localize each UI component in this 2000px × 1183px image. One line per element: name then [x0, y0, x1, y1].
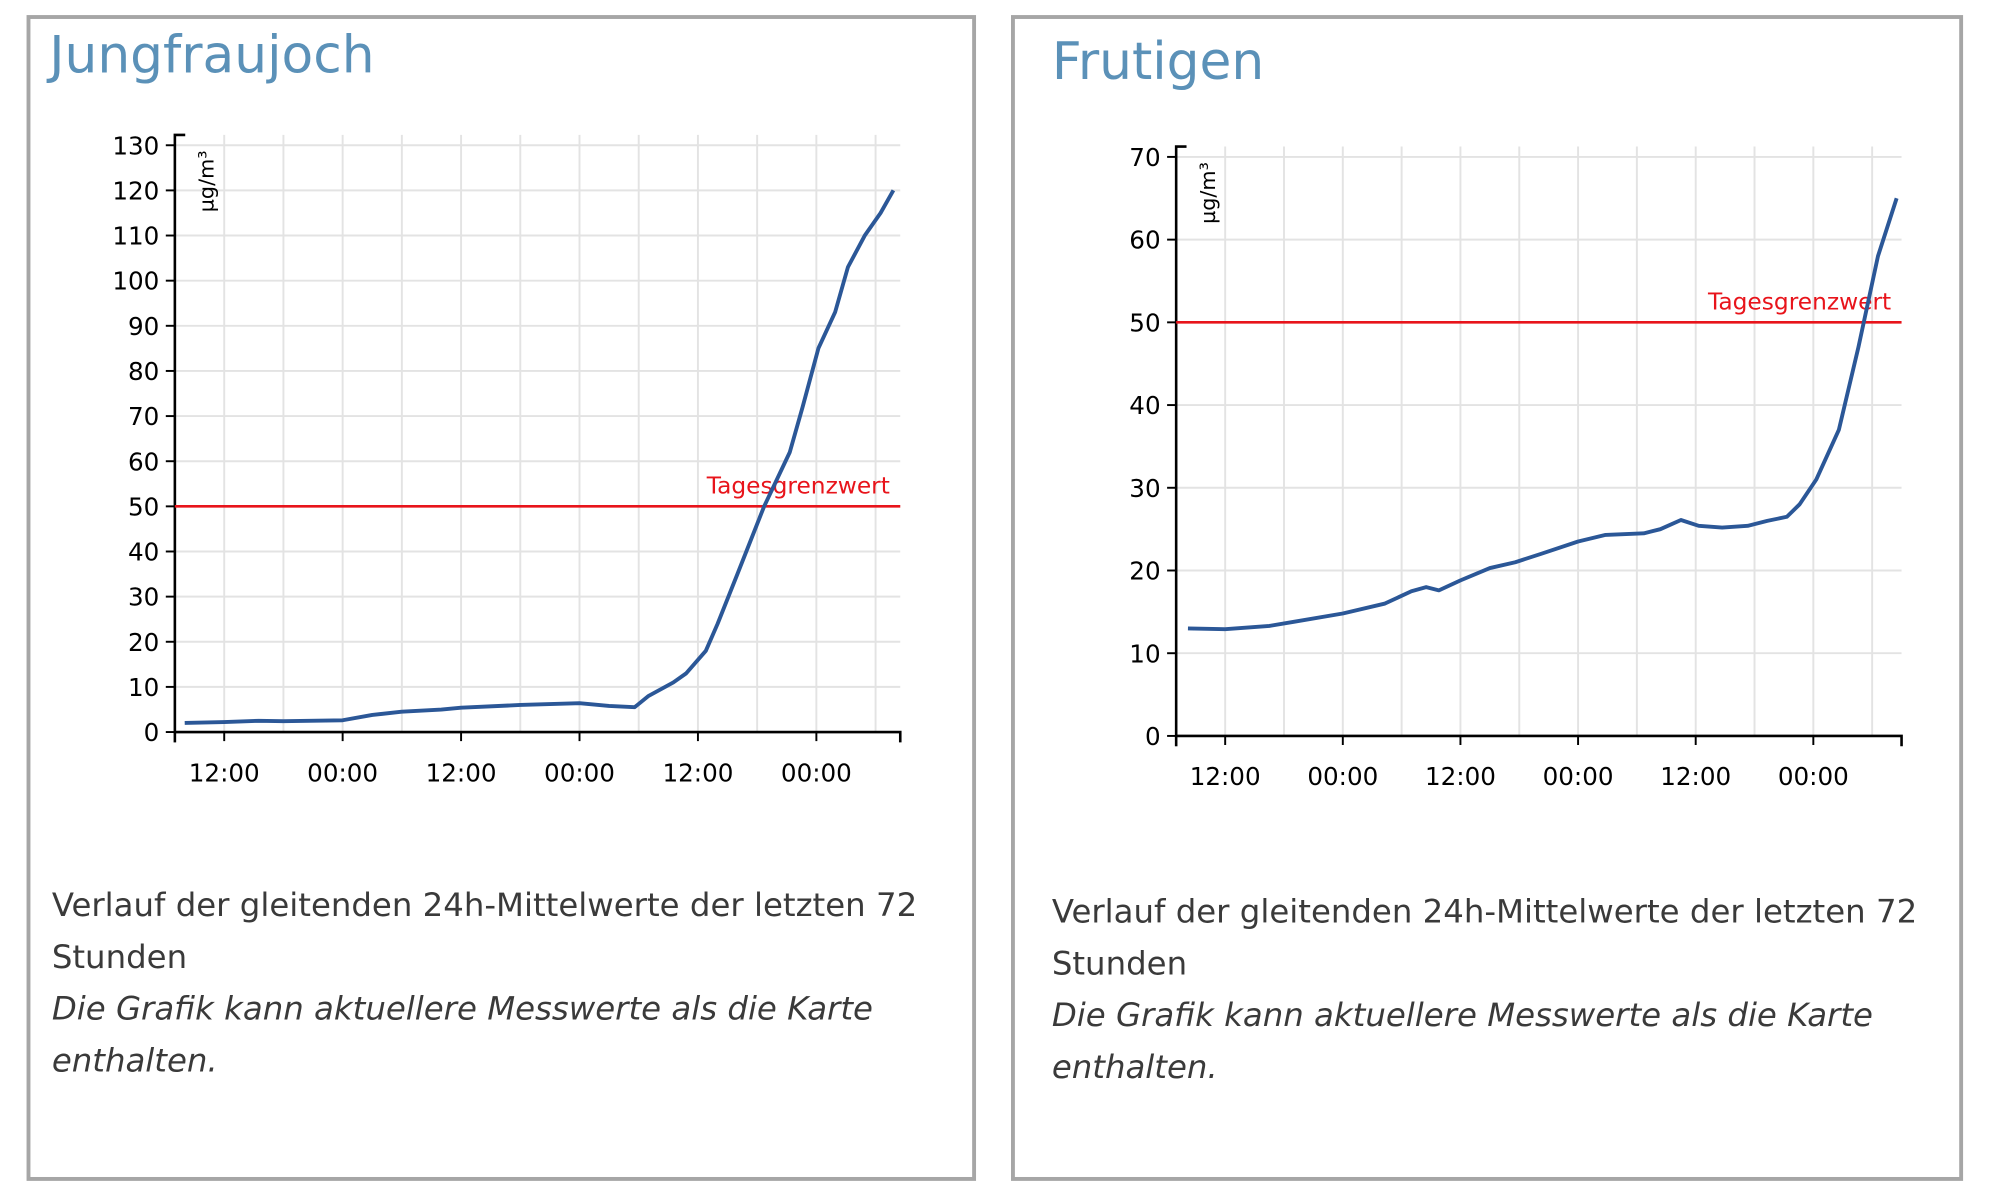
y-axis-label: µg/m³	[195, 150, 219, 212]
y-tick-label: 60	[128, 447, 159, 476]
y-tick-label: 0	[1145, 722, 1161, 751]
panel-title: Jungfraujoch	[46, 26, 374, 86]
y-tick-label: 20	[1129, 557, 1160, 586]
y-tick-label: 30	[128, 583, 159, 612]
panel-title: Frutigen	[1052, 32, 1264, 92]
caption-line: Stunden	[52, 938, 187, 976]
y-tick-label: 70	[128, 402, 159, 431]
note-line: Die Grafik kann aktuellere Messwerte als…	[1052, 996, 1873, 1034]
y-tick-label: 40	[1129, 391, 1160, 420]
y-tick-label: 0	[144, 718, 160, 747]
y-tick-label: 30	[1129, 474, 1160, 503]
x-tick-label: 00:00	[781, 758, 852, 787]
x-tick-label: 12:00	[1190, 762, 1261, 791]
x-tick-label: 12:00	[1660, 762, 1731, 791]
note-line: enthalten.	[1052, 1048, 1218, 1086]
x-tick-label: 12:00	[426, 758, 497, 787]
panel	[1011, 15, 1964, 1181]
y-tick-label: 10	[128, 673, 159, 702]
threshold-label: Tagesgrenzwert	[1707, 288, 1891, 315]
caption-line: Stunden	[1052, 944, 1187, 982]
y-tick-label: 80	[128, 357, 159, 386]
x-tick-label: 00:00	[544, 758, 615, 787]
y-tick-label: 10	[1129, 639, 1160, 668]
x-tick-label: 00:00	[1307, 762, 1378, 791]
x-tick-label: 12:00	[1425, 762, 1496, 791]
y-tick-label: 120	[112, 176, 159, 205]
y-tick-label: 100	[112, 267, 159, 296]
note-line: enthalten.	[52, 1041, 218, 1079]
y-axis-label: µg/m³	[1196, 162, 1220, 224]
y-tick-label: 20	[128, 628, 159, 657]
y-tick-label: 50	[128, 492, 159, 521]
x-tick-label: 12:00	[189, 758, 260, 787]
caption-line: Verlauf der gleitenden 24h-Mittelwerte d…	[52, 886, 917, 924]
y-tick-label: 110	[112, 222, 159, 251]
y-tick-label: 40	[128, 538, 159, 567]
y-tick-label: 130	[112, 131, 159, 160]
x-tick-label: 12:00	[662, 758, 733, 787]
threshold-label: Tagesgrenzwert	[706, 472, 890, 499]
note-line: Die Grafik kann aktuellere Messwerte als…	[52, 990, 873, 1028]
data-line	[1187, 197, 1899, 632]
caption-line: Verlauf der gleitenden 24h-Mittelwerte d…	[1052, 892, 1917, 930]
y-tick-label: 70	[1129, 143, 1160, 172]
x-tick-label: 00:00	[1778, 762, 1849, 791]
y-tick-label: 60	[1129, 226, 1160, 255]
y-tick-label: 50	[1129, 308, 1160, 337]
x-tick-label: 00:00	[307, 758, 378, 787]
data-line	[184, 189, 896, 725]
y-tick-label: 90	[128, 312, 159, 341]
x-tick-label: 00:00	[1543, 762, 1614, 791]
